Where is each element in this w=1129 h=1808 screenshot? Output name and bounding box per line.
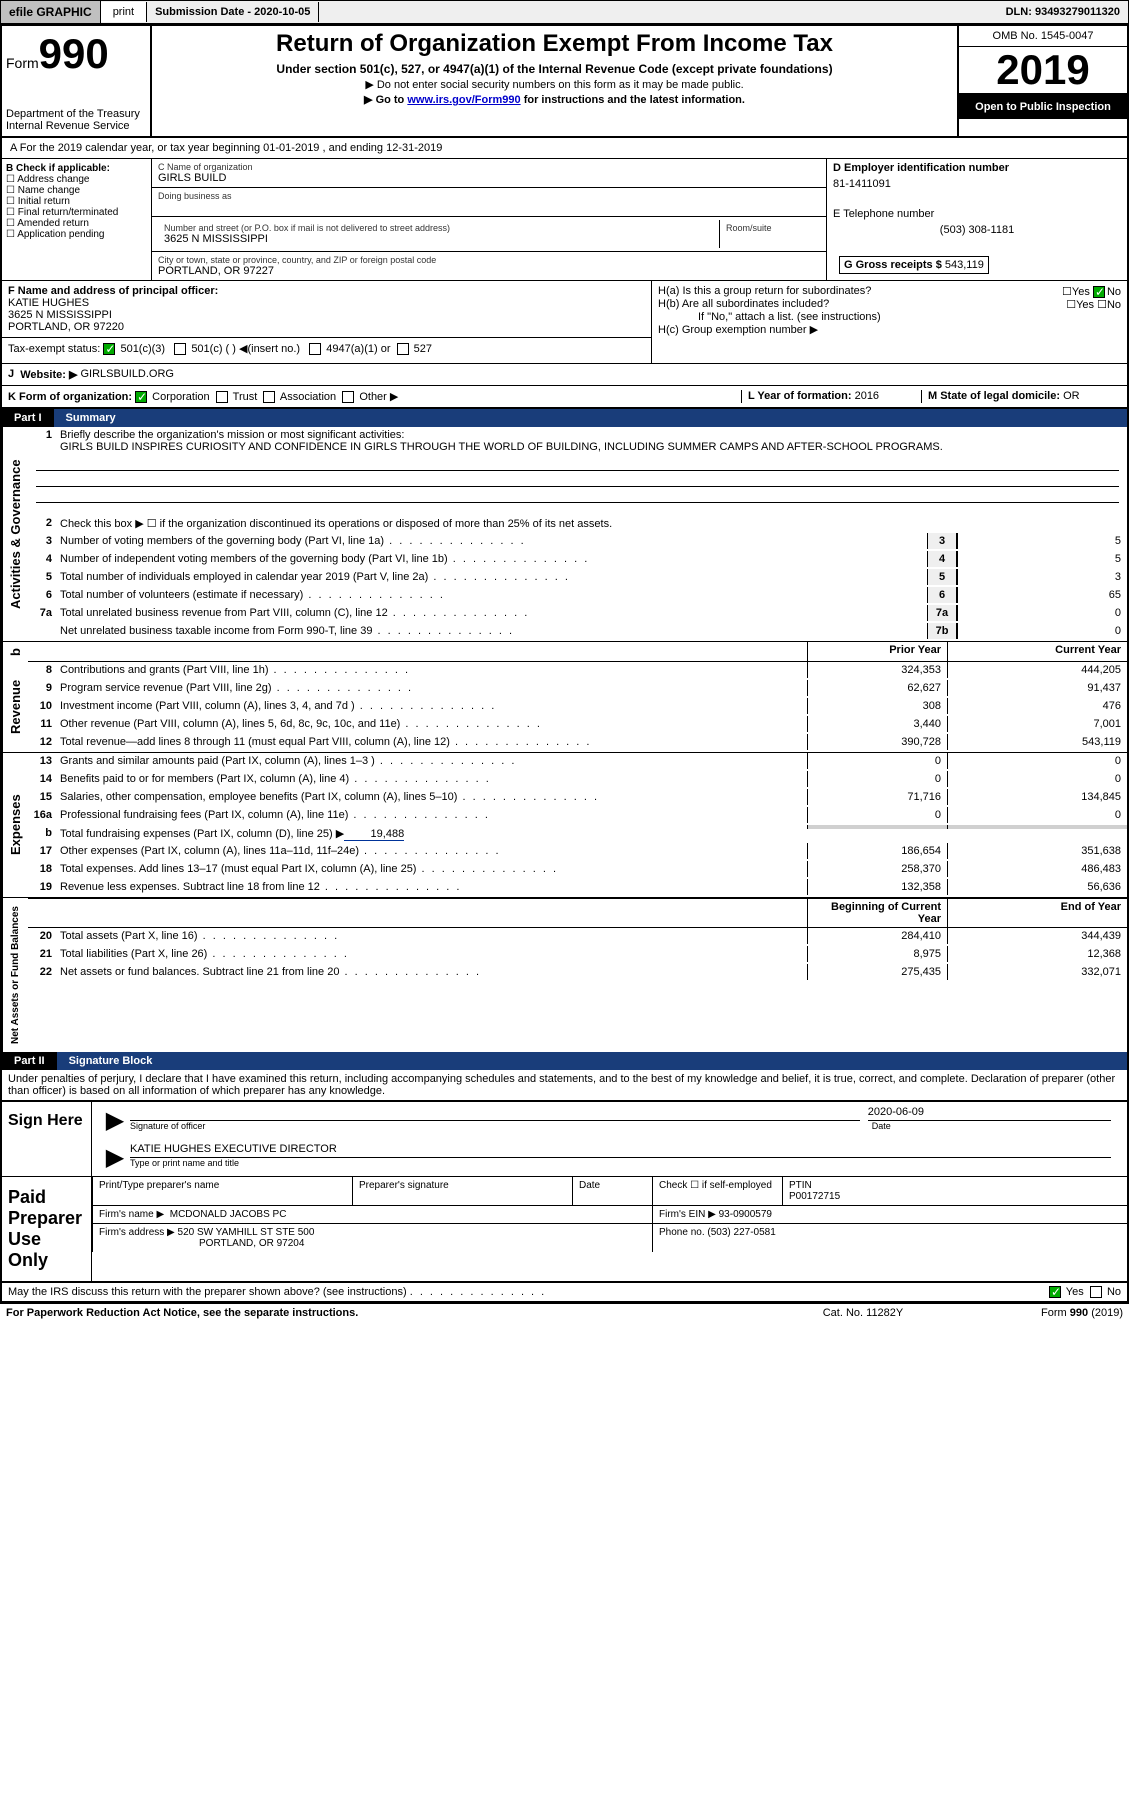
summary-line: 4Number of independent voting members of… (28, 551, 1127, 569)
summary-line: 11Other revenue (Part VIII, column (A), … (28, 716, 1127, 734)
subtitle-3: ▶ Go to www.irs.gov/Form990 for instruct… (160, 93, 949, 106)
part-ii-title: Signature Block (57, 1052, 1127, 1070)
activities-governance: Activities & Governance 1 Briefly descri… (2, 427, 1127, 641)
sign-here-label: Sign Here (2, 1102, 92, 1176)
paid-preparer-row: Paid Preparer Use Only Print/Type prepar… (2, 1177, 1127, 1282)
checkbox-assoc[interactable] (263, 391, 275, 403)
header-left: Form990 Department of the Treasury Inter… (2, 26, 152, 136)
subtitle-1: Under section 501(c), 527, or 4947(a)(1)… (160, 62, 949, 76)
summary-line: 20Total assets (Part X, line 16)284,4103… (28, 928, 1127, 946)
summary-line: 17Other expenses (Part IX, column (A), l… (28, 843, 1127, 861)
print-link[interactable]: print (101, 2, 147, 22)
vert-netassets: Net Assets or Fund Balances (2, 898, 28, 1052)
vert-revenue: Revenue (2, 662, 28, 752)
section-klm: K Form of organization: Corporation Trus… (2, 386, 1127, 409)
dln-box: DLN: 93493279011320 (998, 2, 1128, 22)
summary-line: 22Net assets or fund balances. Subtract … (28, 964, 1127, 982)
checkbox-corp[interactable] (135, 391, 147, 403)
form-container: Form990 Department of the Treasury Inter… (0, 24, 1129, 1303)
summary-line: Net unrelated business taxable income fr… (28, 623, 1127, 641)
checkbox-other[interactable] (342, 391, 354, 403)
vert-activities: Activities & Governance (2, 427, 28, 641)
netassets-block: Net Assets or Fund Balances Beginning of… (2, 897, 1127, 1052)
irs-label: Internal Revenue Service (6, 120, 146, 132)
website-link[interactable]: GIRLSBUILD.ORG (80, 368, 174, 381)
arrow-icon: ▶ (100, 1106, 130, 1135)
checkbox-527[interactable] (397, 343, 409, 355)
discuss-row: May the IRS discuss this return with the… (2, 1282, 1127, 1301)
section-a: A For the 2019 calendar year, or tax yea… (2, 138, 1127, 159)
penalty-text: Under penalties of perjury, I declare th… (2, 1070, 1127, 1100)
vert-expenses: Expenses (2, 753, 28, 897)
summary-line: 8Contributions and grants (Part VIII, li… (28, 662, 1127, 680)
header-middle: Return of Organization Exempt From Incom… (152, 26, 957, 136)
summary-line: 21Total liabilities (Part X, line 26)8,9… (28, 946, 1127, 964)
checkbox-discuss-no[interactable] (1090, 1286, 1102, 1298)
form-number: 990 (39, 30, 109, 77)
sign-here-row: Sign Here ▶ 2020-06-09 Signature of offi… (2, 1100, 1127, 1177)
part-i-header: Part I Summary (2, 409, 1127, 427)
open-inspection: Open to Public Inspection (959, 95, 1127, 119)
part-i-title: Summary (54, 409, 1127, 427)
summary-line: 18Total expenses. Add lines 13–17 (must … (28, 861, 1127, 879)
row-bcd: B Check if applicable: ☐ Address change … (2, 159, 1127, 281)
summary-line: 6Total number of volunteers (estimate if… (28, 587, 1127, 605)
part-ii-header: Part II Signature Block (2, 1052, 1127, 1070)
summary-line: 3Number of voting members of the governi… (28, 533, 1127, 551)
expenses-block: Expenses 13Grants and similar amounts pa… (2, 752, 1127, 897)
row-fgh: F Name and address of principal officer:… (2, 281, 1127, 364)
summary-line: 13Grants and similar amounts paid (Part … (28, 753, 1127, 771)
part-ii-label: Part II (2, 1052, 57, 1070)
main-title: Return of Organization Exempt From Incom… (160, 30, 949, 58)
form990-url[interactable]: www.irs.gov/Form990 (407, 94, 520, 106)
section-f: F Name and address of principal officer:… (2, 281, 652, 363)
checkbox-discuss-yes[interactable] (1049, 1286, 1061, 1298)
dept-treasury: Department of the Treasury (6, 108, 146, 120)
summary-line: 10Investment income (Part VIII, column (… (28, 698, 1127, 716)
subtitle-2: ▶ Do not enter social security numbers o… (160, 78, 949, 91)
checkbox-trust[interactable] (216, 391, 228, 403)
part-i-label: Part I (2, 409, 54, 427)
summary-line: 19Revenue less expenses. Subtract line 1… (28, 879, 1127, 897)
summary-line: 9Program service revenue (Part VIII, lin… (28, 680, 1127, 698)
summary-line: 7aTotal unrelated business revenue from … (28, 605, 1127, 623)
section-j: J Website: ▶ GIRLSBUILD.ORG (2, 364, 1127, 386)
revenue-block: Revenue 8Contributions and grants (Part … (2, 662, 1127, 752)
section-c: C Name of organization GIRLS BUILD Doing… (152, 159, 827, 280)
summary-line: 16aProfessional fundraising fees (Part I… (28, 807, 1127, 825)
submission-date-label: Submission Date - 2020-10-05 (147, 2, 319, 22)
section-d: D Employer identification number 81-1411… (827, 159, 1127, 280)
form-word: Form (6, 55, 39, 71)
checkbox-501c3[interactable] (103, 343, 115, 355)
checkbox-ha-no[interactable] (1093, 286, 1105, 298)
checkbox-4947[interactable] (309, 343, 321, 355)
paid-preparer-label: Paid Preparer Use Only (2, 1177, 92, 1281)
summary-line: 5Total number of individuals employed in… (28, 569, 1127, 587)
footer: For Paperwork Reduction Act Notice, see … (0, 1303, 1129, 1322)
section-b: B Check if applicable: ☐ Address change … (2, 159, 152, 280)
summary-line: 14Benefits paid to or for members (Part … (28, 771, 1127, 789)
tax-year: 2019 (959, 47, 1127, 95)
top-bar: efile GRAPHIC print Submission Date - 20… (0, 0, 1129, 24)
form-header: Form990 Department of the Treasury Inter… (2, 26, 1127, 138)
header-right: OMB No. 1545-0047 2019 Open to Public In… (957, 26, 1127, 136)
efile-link[interactable]: efile GRAPHIC (1, 1, 101, 23)
omb-number: OMB No. 1545-0047 (959, 26, 1127, 47)
checkbox-501c[interactable] (174, 343, 186, 355)
summary-line: 12Total revenue—add lines 8 through 11 (… (28, 734, 1127, 752)
section-h: H(a) Is this a group return for subordin… (652, 281, 1127, 363)
arrow-icon: ▶ (100, 1143, 130, 1172)
summary-line: 15Salaries, other compensation, employee… (28, 789, 1127, 807)
b-row: b Prior Year Current Year (2, 641, 1127, 662)
